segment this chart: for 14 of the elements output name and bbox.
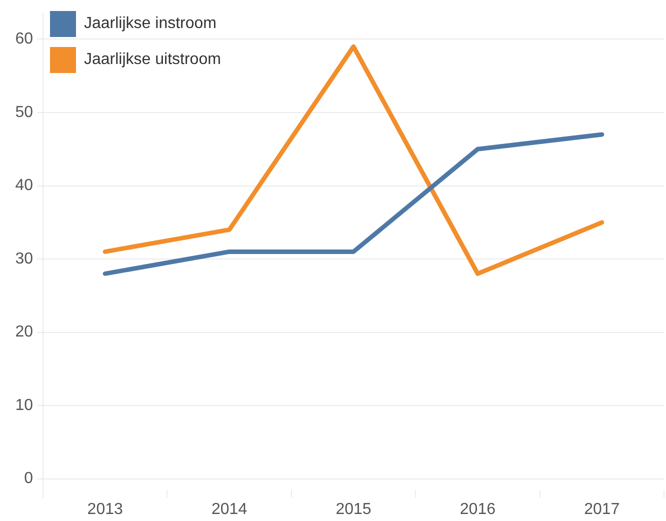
x-tick-label: 2017 — [584, 500, 620, 518]
x-tick-label: 2013 — [87, 500, 123, 518]
legend-label: Jaarlijkse uitstroom — [84, 51, 221, 69]
y-tick-label: 30 — [15, 250, 34, 268]
x-tick-label: 2016 — [460, 500, 496, 518]
y-tick-label: 60 — [15, 30, 34, 48]
x-tick-label: 2014 — [212, 500, 248, 518]
legend-label: Jaarlijkse instroom — [84, 15, 216, 33]
x-tick-label: 2015 — [336, 500, 372, 518]
y-tick-label: 50 — [15, 104, 34, 121]
y-tick-label: 0 — [24, 470, 34, 488]
y-tick-label: 20 — [15, 324, 34, 341]
y-tick-label: 40 — [15, 177, 34, 194]
y-tick-label: 10 — [15, 396, 34, 414]
